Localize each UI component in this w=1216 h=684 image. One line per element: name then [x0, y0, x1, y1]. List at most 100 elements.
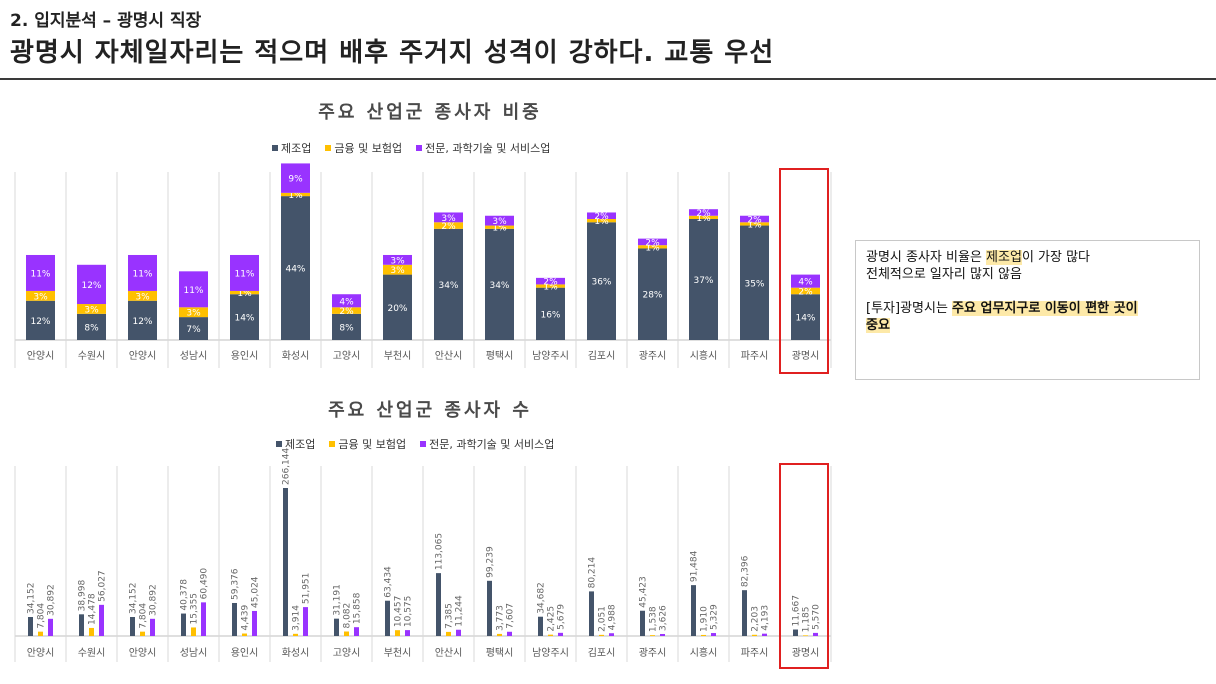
chart1-bar-segment	[485, 228, 514, 340]
chart1-bar-segment	[281, 196, 310, 340]
chart1-bar-segment	[281, 192, 310, 197]
chart2-category-label: 평택시	[486, 647, 514, 659]
chart2-bar	[140, 631, 145, 636]
chart1-category-label: 광명시	[792, 350, 820, 362]
chart2-category-label: 파주시	[741, 647, 769, 659]
chart2-data-label: 4,193	[761, 605, 771, 631]
chart1-data-label: 34%	[438, 281, 458, 291]
header-rule	[0, 78, 1216, 80]
chart2-bar	[395, 630, 400, 636]
chart1-bar-segment	[179, 307, 208, 318]
chart2-data-label: 7,607	[506, 603, 516, 629]
chart1-data-label: 36%	[591, 278, 611, 288]
chart2-bar	[354, 627, 359, 636]
chart2-data-label: 30,892	[149, 584, 159, 616]
chart1-category-label: 시흥시	[690, 349, 718, 362]
note-line-2: 전체적으로 일자리 많지 않음	[866, 267, 1022, 282]
chart1-data-label: 7%	[186, 325, 201, 335]
chart1-bar-segment	[485, 215, 514, 226]
chart1-data-label: 2%	[645, 238, 660, 248]
chart1-data-label: 1%	[543, 283, 558, 293]
chart1-category-label: 부천시	[384, 350, 412, 362]
chart1-data-label: 1%	[645, 243, 660, 253]
chart2-bar	[538, 616, 543, 636]
chart2-bar	[650, 635, 655, 636]
chart2-category-label: 고양시	[333, 647, 361, 659]
chart2-data-label: 59,376	[231, 568, 241, 600]
chart2-data-label: 113,065	[435, 533, 445, 570]
chart1-bar-segment	[77, 313, 106, 340]
chart1-data-label: 12%	[81, 281, 101, 291]
chart2-bar	[79, 614, 84, 636]
chart2-bar	[762, 633, 767, 636]
chart2-data-label: 266,144	[282, 448, 292, 485]
chart1-bar-segment	[383, 274, 412, 340]
chart1-data-label: 9%	[288, 175, 303, 185]
chart2-data-label: 40,378	[180, 579, 190, 611]
note-line-4: 중요	[866, 317, 1189, 334]
page-headline: 광명시 자체일자리는 적으며 배후 주거지 성격이 강하다. 교통 우선	[10, 38, 775, 68]
chart1-data-label: 11%	[183, 286, 203, 296]
chart2-bar	[252, 610, 257, 636]
chart1-bar-segment	[587, 222, 616, 340]
chart2-bar	[456, 629, 461, 636]
chart2-bar	[793, 629, 798, 636]
chart1-data-label: 2%	[339, 307, 354, 317]
chart1-data-label: 2%	[798, 287, 813, 297]
chart2-bar	[130, 617, 135, 636]
chart1-bar-segment	[77, 264, 106, 305]
chart2-bar	[283, 488, 288, 636]
chart2-category-label: 시흥시	[690, 646, 718, 659]
chart2-bar	[711, 633, 716, 636]
chart2-data-label: 14,478	[88, 593, 98, 625]
chart2-data-label: 38,998	[78, 580, 88, 612]
chart2-data-label: 11,244	[455, 595, 465, 627]
chart1-bar-segment	[26, 300, 55, 340]
chart1-legend: 제조업 금융 및 보험업 전문, 과학기술 및 서비스업	[272, 140, 550, 156]
chart1-bar-segment	[26, 290, 55, 301]
chart2-bar	[28, 617, 33, 636]
chart1-data-label: 3%	[84, 305, 99, 315]
chart1-data-label: 2%	[543, 278, 558, 288]
chart1-data-label: 12%	[132, 317, 152, 327]
chart2-bar	[660, 633, 665, 636]
chart1-bar-segment	[230, 290, 259, 295]
chart1-data-label: 2%	[696, 209, 711, 219]
chart2-bar	[507, 631, 512, 636]
chart1-bar-segment	[281, 163, 310, 193]
chart2-bar	[701, 634, 706, 636]
chart1-bar-segment	[740, 225, 769, 340]
chart1-bar-segment	[740, 222, 769, 226]
chart2-category-label: 부천시	[384, 647, 412, 659]
chart1-category-label: 안양시	[129, 350, 157, 362]
chart2-data-label: 15,355	[190, 593, 200, 625]
chart2-category-label: 안양시	[129, 647, 157, 659]
note-text: 광명시 종사자 비율은	[866, 250, 987, 265]
chart2-legend: 제조업 금융 및 보험업 전문, 과학기술 및 서비스업	[276, 436, 554, 452]
chart1-category-label: 김포시	[588, 350, 616, 362]
chart1-bar-segment	[434, 212, 463, 223]
chart2-bar	[589, 591, 594, 636]
chart2-data-label: 5,329	[710, 604, 720, 630]
note-highlight: 주요 업무지구로 이동이 편한 곳이	[952, 301, 1138, 316]
chart2-category-label: 안산시	[435, 647, 463, 659]
chart1-category-label: 안산시	[435, 350, 463, 362]
chart1-data-label: 37%	[693, 276, 713, 286]
chart2-bar	[232, 602, 237, 636]
chart2-highlight-box	[779, 463, 829, 669]
chart2-category-label: 김포시	[588, 647, 616, 659]
chart1-category-label: 용인시	[231, 350, 259, 362]
chart2-bar	[242, 633, 247, 636]
chart1-category-label: 수원시	[78, 350, 106, 362]
chart2-bar	[803, 635, 808, 636]
chart1-bar-segment	[77, 304, 106, 314]
chart1-bar-segment	[689, 219, 718, 340]
chart2-data-label: 34,152	[129, 583, 139, 615]
note-text: 이 가장 많다	[1021, 250, 1091, 265]
chart2-data-label: 30,892	[47, 584, 57, 616]
legend-swatch-finance	[329, 441, 336, 447]
chart1-bar-segment	[791, 294, 820, 340]
chart2-data-label: 7,804	[139, 603, 149, 629]
chart2-data-label: 63,434	[384, 566, 394, 598]
chart2-bar	[181, 613, 186, 636]
